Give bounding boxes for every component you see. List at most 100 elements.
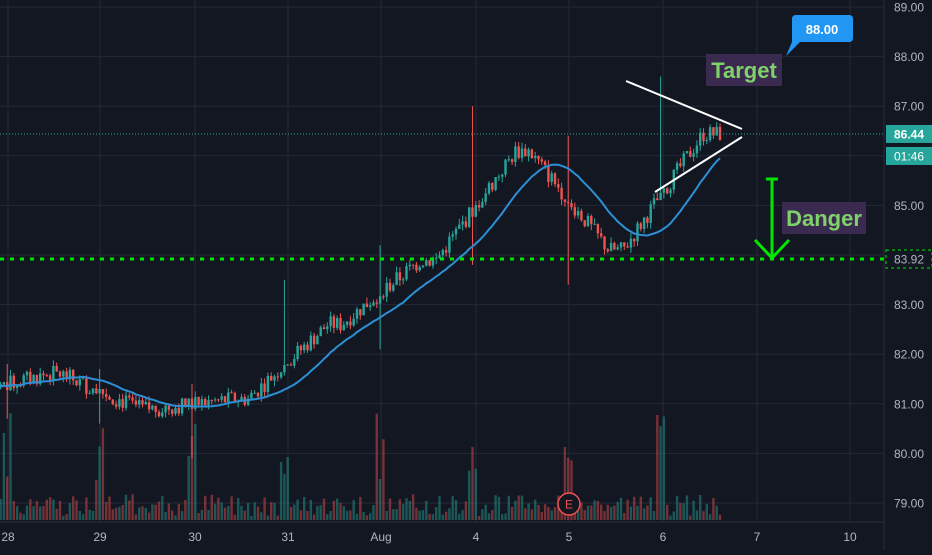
candle-body <box>543 161 547 165</box>
candle-body <box>45 375 48 377</box>
volume-bar <box>405 498 408 520</box>
candle-body <box>669 189 672 194</box>
volume-bar <box>45 499 48 520</box>
candle-body <box>299 345 303 351</box>
candle-body <box>491 183 494 190</box>
candle-body <box>487 183 491 194</box>
candle-body <box>303 344 306 351</box>
volume-bar <box>553 506 557 520</box>
candle-body <box>260 383 263 397</box>
volume-bar <box>705 503 708 520</box>
time-axis: 28 29 30 31 Aug 4 5 6 7 10 <box>1 530 857 544</box>
volume-bar <box>180 511 184 520</box>
candle-body <box>256 392 260 397</box>
candle-body <box>223 396 227 403</box>
volume-bar <box>382 439 385 520</box>
candle-body <box>88 393 91 395</box>
candle-body <box>392 285 395 291</box>
triangle-lower-line[interactable] <box>654 136 743 193</box>
target-label-box[interactable] <box>706 54 782 86</box>
candle-body <box>600 233 603 237</box>
support-price-value: 83.92 <box>894 252 924 266</box>
candle-body <box>62 371 65 377</box>
volume-bar <box>596 501 600 520</box>
volume-bar <box>675 496 679 520</box>
candle-body <box>167 405 171 410</box>
candle-body <box>263 383 266 393</box>
candle-body <box>161 412 164 417</box>
volume-bar <box>540 511 543 520</box>
down-arrow-icon[interactable] <box>753 177 791 261</box>
candle-body <box>464 221 468 227</box>
candle-body <box>138 400 141 405</box>
price-tick-label: 79.00 <box>894 497 924 511</box>
target-price-callout[interactable] <box>786 15 853 56</box>
candle-body <box>563 199 567 202</box>
volume-bar <box>365 515 369 520</box>
volume-bar <box>332 500 336 520</box>
candle-body <box>98 389 101 394</box>
volume-bar <box>171 510 174 520</box>
volume-bar <box>144 507 147 520</box>
candle-body <box>616 247 619 250</box>
candle-body <box>336 318 339 328</box>
volume-bar <box>154 504 157 520</box>
volume-bar <box>461 510 464 520</box>
triangle-upper-line[interactable] <box>625 80 743 130</box>
candle-body <box>273 376 276 381</box>
volume-bar <box>408 500 411 520</box>
volume-bar <box>451 496 454 520</box>
candle-body <box>679 163 682 167</box>
candle-body <box>441 250 444 256</box>
candle-body <box>438 255 441 258</box>
volume-bar <box>134 514 138 520</box>
volume-bar <box>223 507 227 520</box>
volume-bar <box>712 498 715 520</box>
candle-body <box>29 371 32 384</box>
candle-body <box>319 327 322 337</box>
volume-bar <box>263 497 266 520</box>
candle-body <box>164 405 167 413</box>
volume-bar <box>2 432 6 520</box>
volume-bar <box>316 506 319 520</box>
candle-body <box>312 335 316 345</box>
candle-body <box>177 407 180 414</box>
volume-bar <box>570 460 573 520</box>
volume-bar <box>685 495 689 520</box>
volume-bar <box>65 514 68 520</box>
candle-body <box>659 192 662 201</box>
volume-bar <box>68 503 72 520</box>
volume-bar <box>167 503 171 520</box>
danger-label-box[interactable] <box>782 202 866 234</box>
volume-bar <box>563 447 567 520</box>
candle-body <box>316 336 319 345</box>
volume-bar <box>715 505 718 520</box>
candle-body <box>200 399 204 405</box>
candle-body <box>527 149 530 157</box>
earnings-icon[interactable]: E <box>557 492 581 516</box>
candle-body <box>553 173 557 185</box>
candle-body <box>666 188 669 194</box>
volume-bar <box>78 510 81 520</box>
candle-body <box>708 127 712 141</box>
candle-body <box>124 395 128 408</box>
volume-bar <box>270 502 273 520</box>
price-tick-label: 83.00 <box>894 298 924 312</box>
candle-body <box>593 223 596 225</box>
volume-bar <box>530 509 534 520</box>
price-tick-label: 82.00 <box>894 348 924 362</box>
volume-bar <box>253 502 256 520</box>
volume-bar <box>81 514 85 520</box>
candle-body <box>134 400 138 405</box>
volume-bar <box>560 512 563 520</box>
volume-bar <box>141 506 144 520</box>
volume-bar <box>494 495 497 520</box>
volume-bar <box>217 497 220 520</box>
candle-body <box>606 249 609 252</box>
volume-bar <box>679 502 682 520</box>
candle-body <box>197 397 200 405</box>
candle-body <box>55 365 58 372</box>
volume-bar <box>507 495 510 520</box>
